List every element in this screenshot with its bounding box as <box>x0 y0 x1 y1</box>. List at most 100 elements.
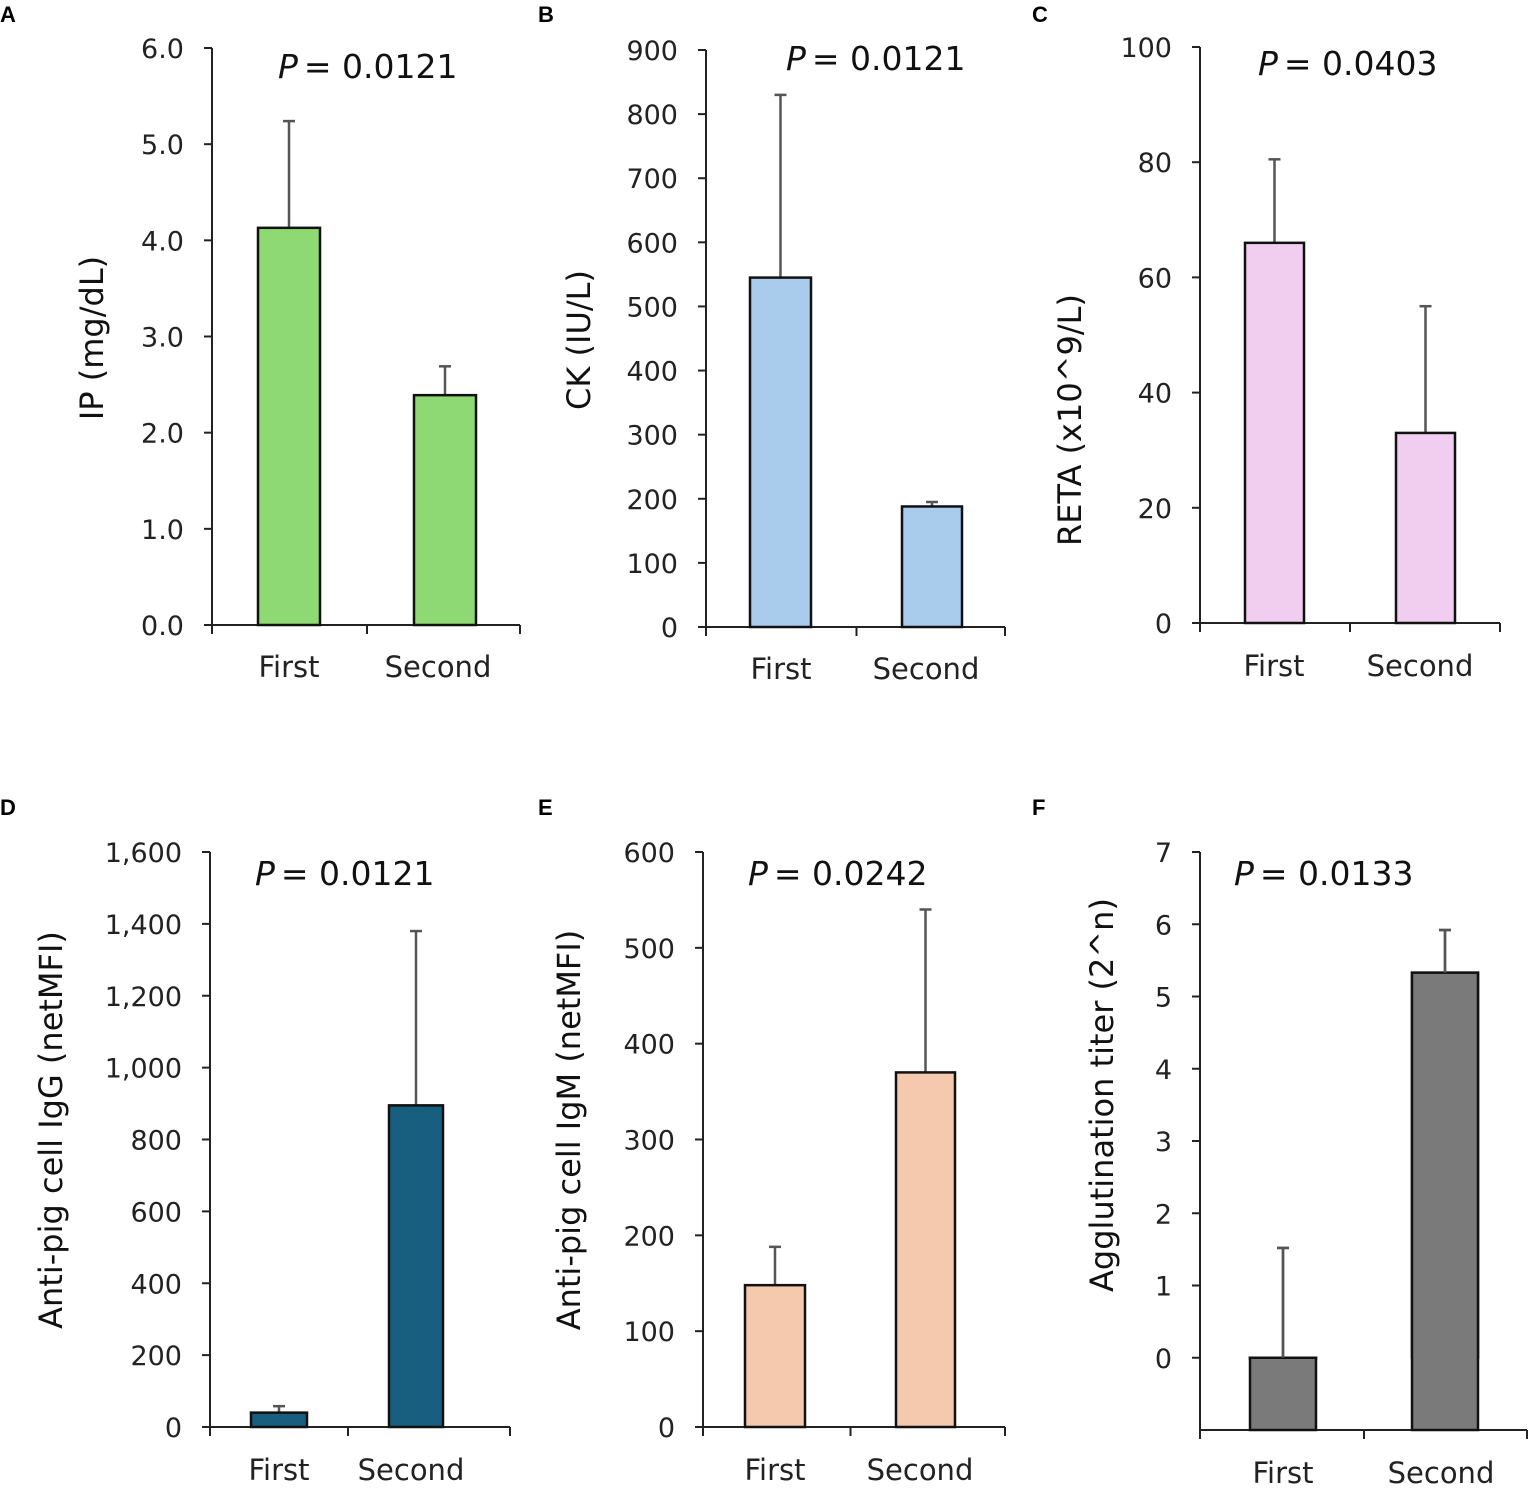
p-value-text: = 0.0121 <box>304 47 458 86</box>
p-symbol: P <box>786 39 806 78</box>
y-tick-label: 0 <box>658 1413 675 1444</box>
y-tick-label: 5 <box>1155 983 1172 1014</box>
p-symbol: P <box>1258 44 1278 83</box>
y-tick-label: 300 <box>623 1126 675 1157</box>
panel-letter: A <box>0 2 16 27</box>
p-value-text: = 0.0242 <box>774 854 928 893</box>
y-tick-label: 1,200 <box>105 982 182 1013</box>
y-tick-label: 40 <box>1138 379 1172 410</box>
y-tick-label: 200 <box>130 1341 182 1372</box>
y-tick-label: 400 <box>623 1030 675 1061</box>
bar-second <box>1394 431 1457 625</box>
category-label: Second <box>385 650 492 684</box>
p-value-annotation: P = 0.0121 <box>278 47 458 86</box>
category-label: Second <box>1388 1456 1495 1490</box>
chart-panel-d: D 0 200 400 600 800 1,000 1,200 1,400 1,600 First S… <box>0 795 511 1487</box>
y-tick-label: 0 <box>165 1413 182 1444</box>
y-axis-title: Anti-pig cell IgM (netMFI) <box>550 930 588 1331</box>
p-symbol: P <box>748 854 768 893</box>
y-tick-label: 700 <box>626 164 678 195</box>
category-label: First <box>1243 649 1304 683</box>
category-label: First <box>248 1453 309 1487</box>
chart-panel-e: E 0 100 200 300 400 500 600 First Second Anti-pig … <box>538 795 1006 1487</box>
y-tick-label: 1,000 <box>105 1054 182 1085</box>
panel-letter: D <box>0 795 16 820</box>
y-tick-label: 20 <box>1138 494 1172 525</box>
bar-first <box>1248 1356 1318 1432</box>
y-tick-label: 3 <box>1155 1127 1172 1158</box>
bar-first <box>743 1283 807 1429</box>
y-tick-label: 800 <box>130 1126 182 1157</box>
category-label: Second <box>867 1453 974 1487</box>
y-tick-label: 0 <box>661 613 678 644</box>
y-tick-label: 3.0 <box>141 323 184 354</box>
y-tick-label: 0 <box>1155 1344 1172 1375</box>
bar-first <box>249 1411 309 1429</box>
p-value-text: = 0.0403 <box>1284 44 1438 83</box>
y-tick-label: 5.0 <box>141 130 184 161</box>
chart-panel-b: B 0 100 200 300 400 500 600 700 800 900 First Second… <box>538 2 1006 686</box>
y-tick-label: 0.0 <box>141 611 184 642</box>
y-tick-label: 2.0 <box>141 419 184 450</box>
p-value-text: = 0.0121 <box>812 39 966 78</box>
y-tick-label: 400 <box>130 1269 182 1300</box>
y-tick-label: 4 <box>1155 1055 1172 1086</box>
y-tick-label: 60 <box>1138 263 1172 294</box>
bar-second <box>900 505 964 629</box>
y-tick-label: 80 <box>1138 148 1172 179</box>
y-tick-label: 0 <box>1155 609 1172 640</box>
y-tick-label: 600 <box>626 228 678 259</box>
chart-panel-f: F 0 1 2 3 4 5 6 7 First Second Agglutination titer … <box>1032 795 1528 1490</box>
category-label: First <box>744 1453 805 1487</box>
y-axis-title: Anti-pig cell IgG (netMFI) <box>32 931 70 1329</box>
p-symbol: P <box>1234 854 1254 893</box>
y-tick-label: 4.0 <box>141 226 184 257</box>
p-value-annotation: P = 0.0403 <box>1258 44 1438 83</box>
y-tick-label: 2 <box>1155 1199 1172 1230</box>
p-symbol: P <box>278 47 298 86</box>
p-value-annotation: P = 0.0133 <box>1234 854 1414 893</box>
category-label: Second <box>358 1453 465 1487</box>
y-axis-title: RETA (x10^9/L) <box>1051 294 1089 546</box>
panel-letter: B <box>538 2 554 27</box>
y-tick-label: 6 <box>1155 910 1172 941</box>
panel-letter: F <box>1032 795 1045 820</box>
p-value-text: = 0.0121 <box>281 854 435 893</box>
y-tick-label: 300 <box>626 421 678 452</box>
y-tick-label: 900 <box>626 36 678 67</box>
y-tick-label: 400 <box>626 357 678 388</box>
y-tick-label: 100 <box>623 1317 675 1348</box>
bar-second <box>1410 971 1480 1432</box>
bar-first <box>748 276 813 629</box>
bar-second <box>894 1071 957 1429</box>
y-tick-label: 100 <box>1120 33 1172 64</box>
bar-second <box>412 393 478 627</box>
category-label: Second <box>873 652 980 686</box>
y-tick-label: 800 <box>626 100 678 131</box>
y-tick-label: 200 <box>623 1221 675 1252</box>
y-tick-label: 100 <box>626 549 678 580</box>
y-axis-title: CK (IU/L) <box>560 270 598 410</box>
p-value-text: = 0.0133 <box>1260 854 1414 893</box>
chart-panel-c: C 0 20 40 60 80 100 First Second RETA (x10^9/L) P =… <box>1032 2 1501 683</box>
panel-letter: C <box>1032 2 1048 27</box>
category-label: Second <box>1367 649 1474 683</box>
y-tick-label: 1,400 <box>105 910 182 941</box>
y-tick-label: 200 <box>626 485 678 516</box>
y-tick-label: 600 <box>130 1197 182 1228</box>
chart-panel-a: A 0.0 1.0 2.0 3.0 4.0 5.0 6.0 First Second IP (mg/… <box>0 2 521 684</box>
bar-second <box>387 1104 445 1429</box>
p-symbol: P <box>255 854 275 893</box>
panel-letter: E <box>538 795 553 820</box>
y-tick-label: 6.0 <box>141 34 184 65</box>
y-tick-label: 500 <box>623 934 675 965</box>
category-label: First <box>258 650 319 684</box>
y-tick-label: 1 <box>1155 1272 1172 1303</box>
y-tick-label: 1.0 <box>141 515 184 546</box>
category-label: First <box>750 652 811 686</box>
y-axis-title: IP (mg/dL) <box>73 256 111 420</box>
y-tick-label: 600 <box>623 838 675 869</box>
y-tick-label: 7 <box>1155 838 1172 869</box>
p-value-annotation: P = 0.0121 <box>255 854 435 893</box>
